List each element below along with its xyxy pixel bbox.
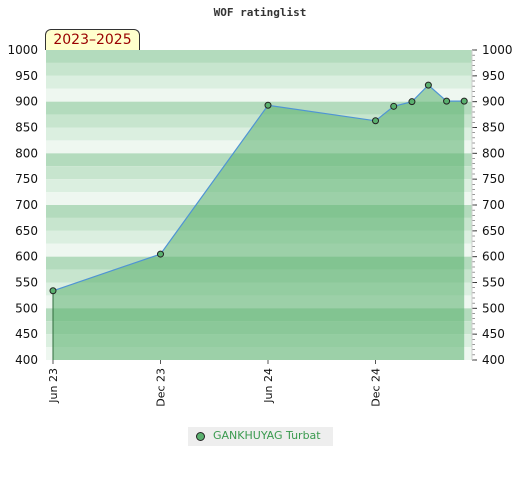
grid-band (46, 62, 472, 76)
y-tick-label-left: 1000 (7, 43, 38, 57)
y-tick-label-right: 500 (482, 301, 505, 315)
y-tick-label-left: 500 (15, 301, 38, 315)
y-tick-label-right: 900 (482, 95, 505, 109)
y-tick-label-right: 700 (482, 198, 505, 212)
data-point (390, 102, 398, 110)
period-badge: 2023–2025 (45, 29, 140, 50)
grid-band (46, 50, 472, 63)
legend-marker-icon (196, 432, 205, 441)
data-point (443, 97, 451, 105)
y-tick-label-left: 750 (15, 172, 38, 186)
y-tick-label-left: 800 (15, 146, 38, 160)
y-tick-label-right: 650 (482, 224, 505, 238)
y-tick-label-right: 750 (482, 172, 505, 186)
y-tick-label-right: 450 (482, 327, 505, 341)
data-point (372, 117, 379, 125)
y-tick-label-right: 400 (482, 353, 505, 367)
y-tick-label-right: 600 (482, 250, 505, 264)
y-tick-label-left: 700 (15, 198, 38, 212)
y-tick-label-left: 650 (15, 224, 38, 238)
data-point (460, 97, 468, 105)
series-area (53, 85, 465, 360)
legend-series-label: GANKHUYAG Turbat (213, 429, 321, 442)
y-tick-label-left: 850 (15, 121, 38, 135)
data-point (424, 81, 432, 89)
x-tick-label: Jun 23 (47, 368, 60, 404)
chart-title: WOF ratinglist (213, 6, 307, 19)
x-tick-label: Dec 24 (370, 368, 383, 407)
data-point (157, 250, 164, 258)
x-tick-label: Dec 23 (155, 368, 168, 407)
y-tick-label-right: 950 (482, 69, 505, 83)
x-tick-label: Jun 24 (262, 368, 275, 404)
data-point (264, 101, 272, 109)
y-tick-label-left: 450 (15, 327, 38, 341)
y-tick-label-right: 550 (482, 276, 505, 290)
data-point (408, 98, 416, 106)
y-tick-label-right: 850 (482, 121, 505, 135)
y-tick-label-left: 900 (15, 95, 38, 109)
grid-band (46, 75, 472, 89)
y-tick-label-right: 1000 (482, 43, 513, 57)
grid-band (46, 88, 472, 102)
data-point (49, 287, 57, 295)
y-tick-label-left: 550 (15, 276, 38, 290)
grid-band (46, 101, 472, 115)
y-tick-label-left: 950 (15, 69, 38, 83)
y-tick-label-right: 800 (482, 146, 505, 160)
y-tick-label-left: 600 (15, 250, 38, 264)
legend: GANKHUYAG Turbat (188, 427, 333, 446)
y-tick-label-left: 400 (15, 353, 38, 367)
